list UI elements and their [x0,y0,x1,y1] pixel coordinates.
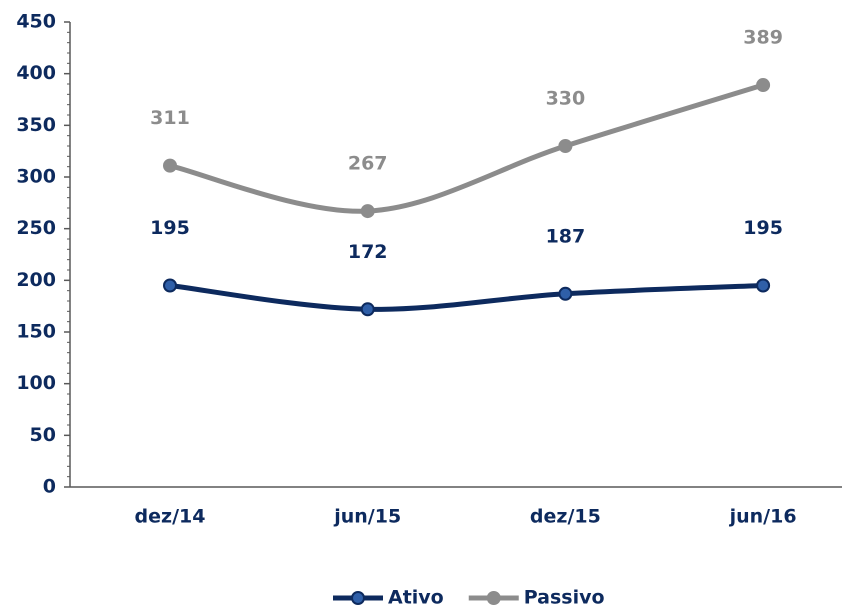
x-tick-label: dez/15 [530,506,601,528]
y-tick-label: 0 [43,476,56,498]
point [163,278,177,293]
x-tick-label: dez/14 [135,506,206,528]
data-label: 330 [546,88,586,110]
y-tick-label: 150 [16,321,56,343]
data-label: 187 [546,225,586,247]
point [558,286,573,301]
point [360,204,375,219]
x-tick-label: jun/16 [729,506,797,528]
point [756,78,771,93]
data-label: 389 [743,27,783,49]
data-label: 172 [348,241,388,263]
y-tick-label: 450 [16,11,56,33]
legend-label: Passivo [524,587,605,609]
y-tick-label: 350 [16,114,56,136]
series-line [167,283,766,312]
data-label: 267 [348,153,388,175]
x-tick-label: jun/15 [333,506,401,528]
point [756,278,771,293]
legend-label: Ativo [388,587,444,609]
data-label: 195 [743,217,783,239]
y-tick-label: 400 [16,62,56,84]
y-tick-label: 200 [16,269,56,291]
data-label: 195 [150,217,190,239]
y-tick-label: 300 [16,166,56,188]
point [558,139,573,153]
legend-marker [351,591,365,605]
y-tick-label: 100 [16,372,56,394]
y-tick-label: 50 [30,424,56,446]
series-line [167,82,766,214]
point [360,302,375,317]
legend-marker [486,591,501,605]
point [163,158,177,173]
data-label: 311 [150,107,190,129]
y-tick-label: 250 [16,217,56,239]
